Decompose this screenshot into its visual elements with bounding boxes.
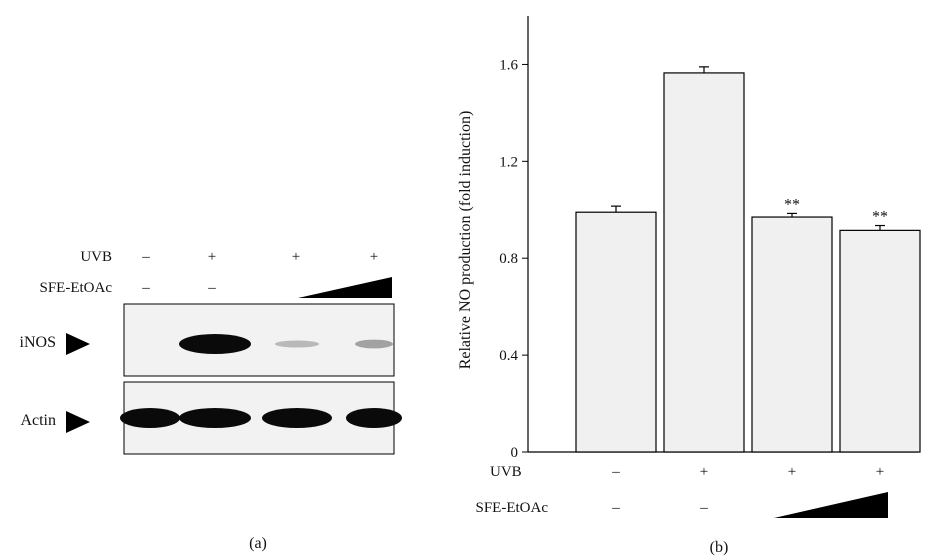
panel-b-uvb-sign-2: +	[700, 464, 708, 480]
bar-1	[576, 212, 656, 452]
actin-band-lane-3	[262, 408, 332, 428]
chart-bars: ** **	[576, 67, 920, 452]
panel-b-uvb-sign-3: +	[788, 464, 796, 480]
y-tick-label: 0.4	[499, 348, 518, 364]
panel-a-sfe-sign-1: –	[141, 280, 150, 296]
bar-4	[840, 230, 920, 452]
actin-arrowhead-icon	[66, 411, 90, 433]
panel-b-label: (b)	[710, 539, 729, 556]
y-tick-label: 0	[511, 445, 519, 461]
bar-3	[752, 217, 832, 452]
inos-band-lane-4	[355, 340, 393, 349]
panel-b-sfe-label: SFE-EtOAc	[476, 500, 549, 516]
actin-band-lane-1	[120, 408, 180, 428]
panel-b-dose-wedge	[774, 492, 888, 518]
panel-a-uvb-sign-4: +	[370, 249, 378, 265]
panel-b-uvb-label: UVB	[490, 464, 522, 480]
inos-arrowhead-icon	[66, 333, 90, 355]
panel-b-uvb-sign-4: +	[876, 464, 884, 480]
panel-a-uvb-label: UVB	[80, 249, 112, 265]
y-tick-label: 1.6	[499, 57, 518, 73]
panel-b-uvb-sign-1: –	[611, 464, 620, 480]
panel-a-uvb-sign-3: +	[292, 249, 300, 265]
inos-label: iNOS	[20, 334, 56, 351]
actin-band-lane-2	[179, 408, 251, 428]
panel-a-dose-wedge	[298, 277, 392, 298]
inos-blot-frame	[124, 304, 394, 376]
panel-a-label: (a)	[249, 535, 267, 552]
panel-b: 0 0.4 0.8 1.2 1.6 ** ** Relative NO productio…	[457, 16, 920, 556]
panel-b-sfe-sign-1: –	[611, 500, 620, 516]
panel-a-uvb-sign-2: +	[208, 249, 216, 265]
panel-a-sfe-sign-2: –	[207, 280, 216, 296]
y-axis-label: Relative NO production (fold induction)	[457, 111, 474, 370]
significance-marker-3: **	[784, 196, 800, 213]
y-tick-label: 1.2	[499, 154, 518, 170]
inos-band-lane-2	[179, 334, 251, 354]
actin-label: Actin	[20, 412, 56, 429]
y-tick-label: 0.8	[499, 251, 518, 267]
inos-band-lane-3	[275, 340, 319, 347]
panel-a: UVB – + + + SFE-EtOAc – – iNOS Actin (a)	[20, 249, 402, 552]
significance-marker-4: **	[872, 209, 888, 226]
panel-a-uvb-sign-1: –	[141, 249, 150, 265]
panel-b-sfe-sign-2: –	[699, 500, 708, 516]
actin-band-lane-4	[346, 408, 402, 428]
bar-2	[664, 73, 744, 452]
panel-a-sfe-label: SFE-EtOAc	[40, 280, 113, 296]
